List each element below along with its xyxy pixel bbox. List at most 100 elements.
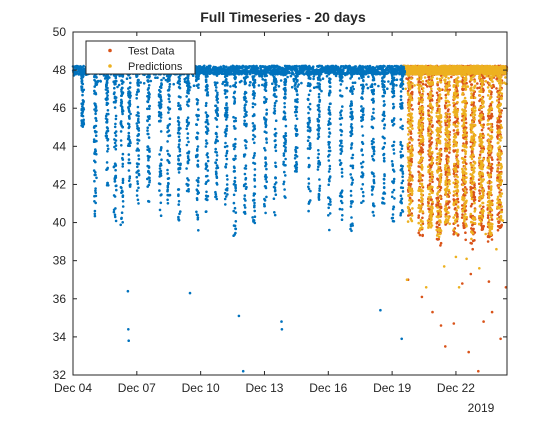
predictions-point [443,221,447,224]
predictions-point [419,159,423,162]
predictions-point [409,163,413,166]
predictions-point [496,178,499,182]
predictions-point [488,156,491,159]
predictions-point [453,92,456,95]
predictions-point [444,80,447,84]
predictions-point [408,202,411,206]
predictions-point [489,181,493,184]
predictions-point [456,148,460,152]
predictions-point [437,100,441,103]
predictions-point [490,77,494,81]
predictions-point [436,87,440,91]
predictions-point [421,210,425,214]
predictions-point [444,179,448,183]
predictions-point [498,75,502,79]
test-data-point [444,123,448,127]
predictions-point [481,216,484,219]
predictions-point [444,138,447,141]
predictions-point [408,120,412,124]
predictions-point [428,210,431,214]
predictions-point [446,172,450,176]
predictions-point [416,83,420,86]
predictions-point [469,163,473,166]
predictions-point [410,146,414,150]
predictions-point [469,180,473,183]
predictions-point [420,168,424,171]
predictions-point [445,112,448,116]
predictions-point [470,70,474,74]
predictions-point [490,208,494,212]
test-data-point [445,154,449,157]
predictions-point [410,69,414,72]
predictions-point [463,96,467,100]
predictions-point [452,181,456,185]
predictions-point [436,209,439,213]
test-data-point [436,83,440,87]
test-data-point [487,185,491,188]
predictions-point [431,156,435,160]
test-data-point [496,228,500,232]
predictions-point [456,92,459,95]
predictions-point [471,177,475,181]
predictions-point [429,120,433,124]
predictions-point [417,221,421,225]
test-data-point [439,241,443,245]
predictions-point [429,185,433,188]
test-data-point [490,310,494,314]
predictions-point [430,205,434,209]
test-data-point [435,120,439,123]
test-data-point [480,110,484,114]
predictions-point [447,170,451,173]
predictions-point [472,75,476,78]
test-data-point [478,153,482,157]
predictions-point [448,191,452,195]
predictions-point [496,201,499,205]
predictions-point [454,88,457,91]
test-data-point [427,75,431,79]
test-data-point [482,205,485,209]
predictions-point [484,80,488,83]
test-data-point [482,320,485,323]
predictions-point [490,72,494,76]
predictions-point [426,204,430,207]
history-point [162,76,165,80]
predictions-point [464,168,468,171]
predictions-point [498,200,502,203]
test-data-point [476,86,479,90]
test-data-point [444,345,447,348]
test-data-point [421,216,424,220]
predictions-point [429,128,433,132]
predictions-point [456,184,459,187]
test-data-point [498,191,501,194]
test-data-point [478,121,482,125]
test-data-point [417,170,420,174]
predictions-point [454,179,458,183]
predictions-point [481,102,484,106]
test-data-point [427,129,430,133]
predictions-point [499,215,503,219]
predictions-point [473,113,477,117]
predictions-point [419,182,422,185]
predictions-point [461,112,464,116]
predictions-point [470,167,474,171]
predictions-point [419,114,423,117]
predictions-point [455,201,458,204]
predictions-point [438,174,441,177]
predictions-point [461,108,464,111]
predictions-point [480,210,483,213]
predictions-point [439,213,443,216]
test-data-point [476,82,479,85]
predictions-point [435,77,439,80]
test-data-point [417,214,421,217]
predictions-point [439,88,443,91]
predictions-point [408,175,412,178]
test-data-point [452,129,456,132]
predictions-point [444,89,447,92]
test-data-point [497,221,501,224]
predictions-point [469,130,473,133]
predictions-point [487,211,490,215]
predictions-point [407,207,410,210]
predictions-point [437,227,441,230]
predictions-point [457,206,460,209]
test-data-point [406,89,410,93]
